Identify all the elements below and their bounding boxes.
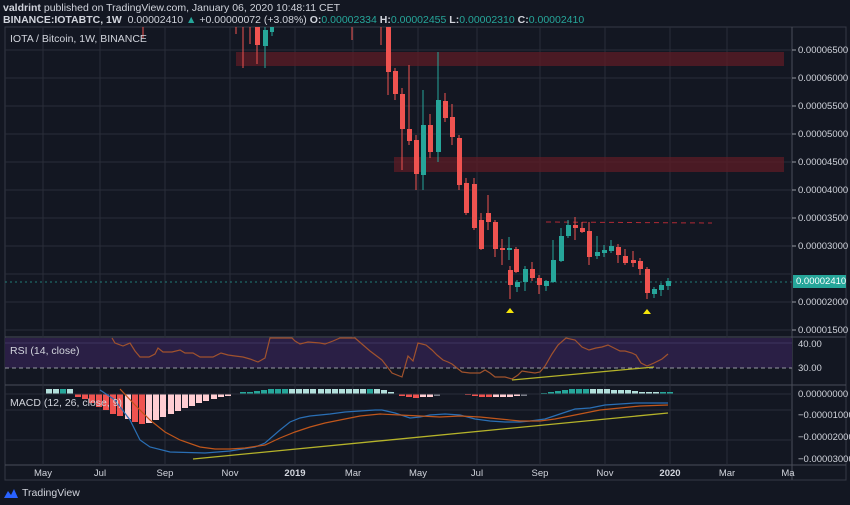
svg-text:Sep: Sep xyxy=(532,468,549,479)
svg-text:−0.00003000: −0.00003000 xyxy=(798,454,850,465)
svg-text:−0.00001000: −0.00001000 xyxy=(798,410,850,421)
low-label: L: xyxy=(449,14,460,26)
svg-text:0.00002000: 0.00002000 xyxy=(798,297,848,308)
tradingview-cloud-icon xyxy=(4,489,18,498)
macd-trendline xyxy=(192,412,669,460)
close-label: C: xyxy=(517,14,529,26)
author-name[interactable]: valdrint xyxy=(3,2,41,14)
triangle-up-icon xyxy=(506,308,514,313)
price-badge-label: 0.00002410 xyxy=(796,276,847,287)
svg-text:40.00: 40.00 xyxy=(798,339,822,350)
tradingview-logo[interactable]: TradingView xyxy=(3,487,80,499)
horizontal-grid xyxy=(5,49,792,441)
macd-axis: 0.00000000 −0.00001000 −0.00002000 −0.00… xyxy=(798,389,850,465)
svg-text:0.00006500: 0.00006500 xyxy=(798,45,848,56)
svg-text:0.00000000: 0.00000000 xyxy=(798,389,848,400)
svg-text:30.00: 30.00 xyxy=(798,363,822,374)
price-badge xyxy=(793,275,846,288)
svg-text:2019: 2019 xyxy=(284,468,305,479)
triangle-up-icon xyxy=(643,309,651,314)
svg-text:0.00003500: 0.00003500 xyxy=(798,213,848,224)
svg-text:Jul: Jul xyxy=(471,468,483,479)
svg-text:Ma: Ma xyxy=(781,468,795,479)
signal-line xyxy=(119,388,669,450)
dashed-resistance-line xyxy=(545,221,713,224)
svg-text:0.00005000: 0.00005000 xyxy=(798,129,848,140)
high-value: 0.00002455 xyxy=(390,14,447,26)
open-label: O: xyxy=(309,14,322,26)
svg-text:May: May xyxy=(34,468,52,479)
svg-text:0.00006000: 0.00006000 xyxy=(798,73,848,84)
macd-histogram xyxy=(46,389,673,424)
svg-text:0.00005500: 0.00005500 xyxy=(798,101,848,112)
svg-text:0.00004000: 0.00004000 xyxy=(798,185,848,196)
time-axis: May Jul Sep Nov 2019 Mar May Jul Sep Nov 2020 Ma… xyxy=(34,468,795,479)
published-info: published on TradingView.com, January 06… xyxy=(43,2,340,14)
rsi-line xyxy=(111,337,669,380)
svg-text:May: May xyxy=(409,468,427,479)
rsi-axis: 40.00 30.00 xyxy=(798,339,822,374)
symbol-label: BINANCE:IOTABTC, 1W xyxy=(3,14,122,26)
svg-text:0.00003000: 0.00003000 xyxy=(798,241,848,252)
open-value: 0.00002334 xyxy=(321,14,377,26)
close-value: 0.00002410 xyxy=(528,14,585,26)
main-legend[interactable]: IOTA / Bitcoin, 1W, BINANCE xyxy=(10,33,147,45)
last-price: 0.00002410 xyxy=(127,14,184,26)
svg-text:0.00004500: 0.00004500 xyxy=(798,157,848,168)
rsi-trendline xyxy=(511,366,655,381)
resistance-zone-lower xyxy=(394,157,784,172)
macd-line xyxy=(99,389,668,454)
svg-text:Nov: Nov xyxy=(222,468,239,479)
svg-text:Jul: Jul xyxy=(94,468,106,479)
svg-text:Nov: Nov xyxy=(597,468,614,479)
ohlc-line: BINANCE:IOTABTC, 1W 0.00002410 ▲ +0.0000… xyxy=(3,14,584,26)
svg-text:Sep: Sep xyxy=(157,468,174,479)
publisher-line: valdrint published on TradingView.com, J… xyxy=(3,2,340,14)
svg-text:Mar: Mar xyxy=(719,468,735,479)
resistance-zone-upper xyxy=(236,52,784,66)
svg-text:2020: 2020 xyxy=(659,468,680,479)
price-change: +0.00000072 (+3.08%) xyxy=(199,14,307,26)
svg-text:0.00001500: 0.00001500 xyxy=(798,325,848,336)
price-axis: 0.00006500 0.00006000 0.00005500 0.00005… xyxy=(792,45,848,336)
macd-legend[interactable]: MACD (12, 26, close, 9) xyxy=(10,397,123,409)
svg-text:−0.00002000: −0.00002000 xyxy=(798,432,850,443)
up-arrow-icon: ▲ xyxy=(186,14,197,26)
low-value: 0.00002310 xyxy=(459,14,515,26)
rsi-legend[interactable]: RSI (14, close) xyxy=(10,345,80,357)
high-label: H: xyxy=(379,14,391,26)
brand-label: TradingView xyxy=(22,487,80,499)
candles xyxy=(142,27,671,299)
svg-text:Mar: Mar xyxy=(345,468,361,479)
